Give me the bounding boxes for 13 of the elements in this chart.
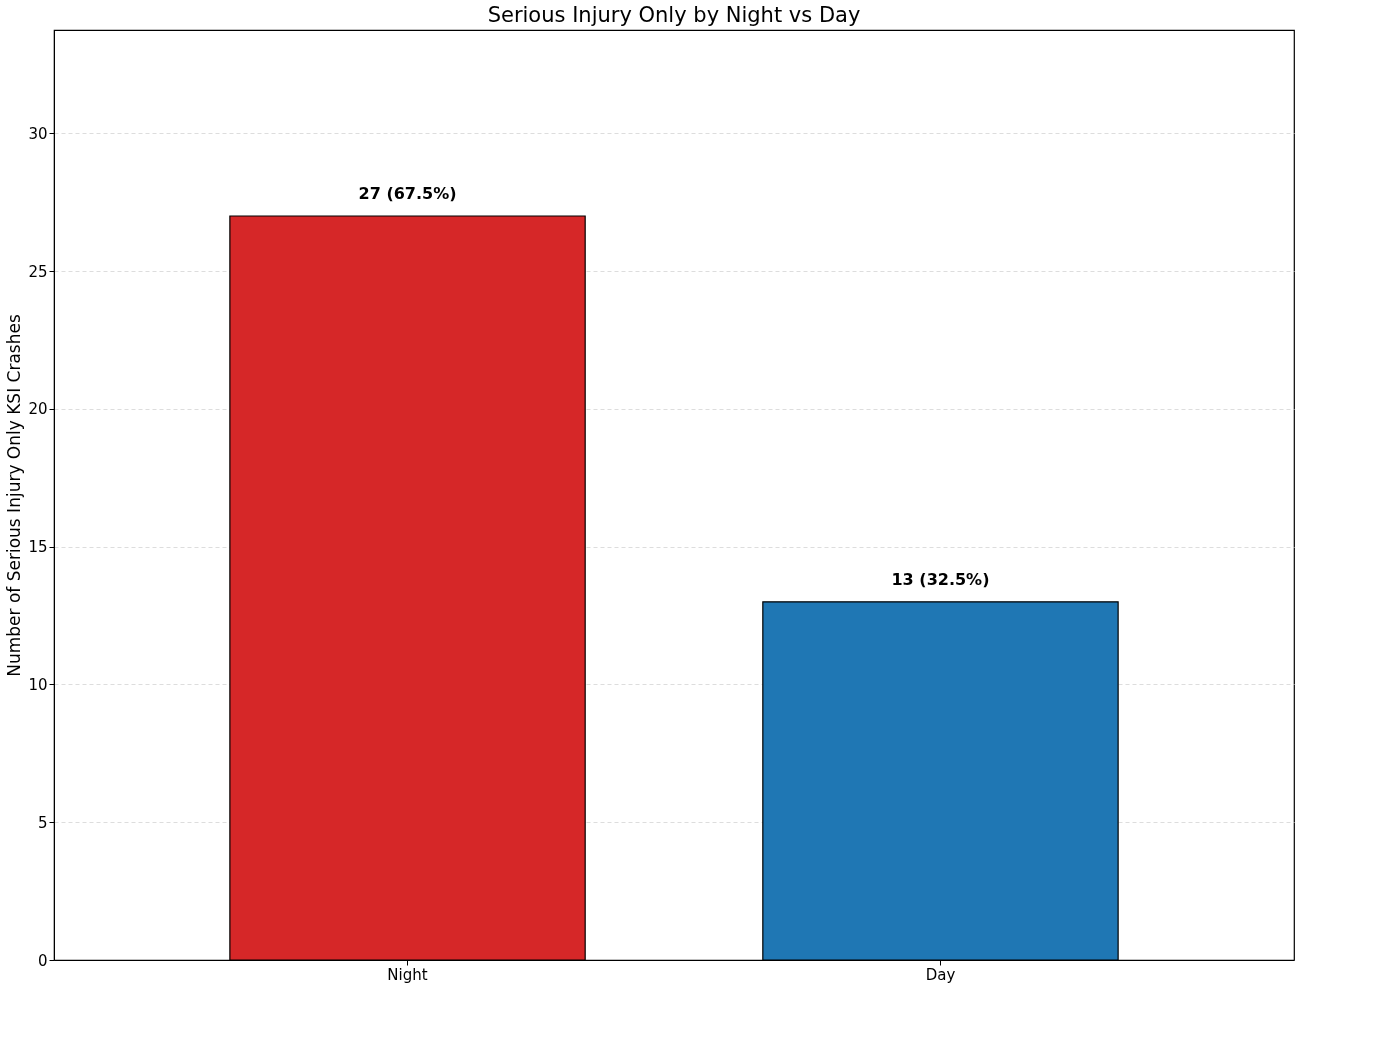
data-label: 27 (67.5%): [358, 184, 457, 203]
y-axis-title: Number of Serious Injury Only KSI Crashes: [4, 314, 25, 677]
y-tick-label: 5: [37, 813, 48, 832]
y-tick-label: 30: [28, 124, 48, 143]
y-tick-label: 15: [28, 538, 48, 557]
y-tick-label: 10: [28, 675, 48, 694]
y-tick-label: 20: [28, 400, 48, 419]
data-label: 13 (32.5%): [891, 569, 990, 589]
y-tick-label: 0: [37, 951, 48, 970]
y-tick-label: 25: [28, 262, 48, 281]
chart-title: Serious Injury Only by Night vs Day: [487, 3, 861, 27]
x-tick-label: Night: [387, 965, 428, 984]
x-tick-label: Day: [925, 965, 956, 984]
